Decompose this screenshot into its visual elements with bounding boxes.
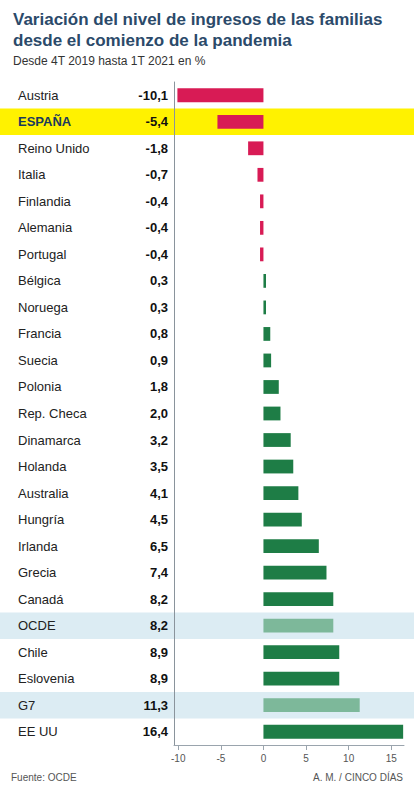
svg-text:Polonia: Polonia: [18, 379, 62, 394]
svg-text:1,8: 1,8: [150, 379, 168, 394]
svg-text:0: 0: [261, 753, 267, 764]
svg-text:Portugal: Portugal: [18, 247, 67, 262]
svg-text:Reino Unido: Reino Unido: [18, 141, 90, 156]
svg-text:7,4: 7,4: [150, 565, 169, 580]
svg-text:OCDE: OCDE: [18, 618, 56, 633]
svg-text:-0,4: -0,4: [146, 247, 169, 262]
svg-text:Alemania: Alemania: [18, 220, 73, 235]
svg-text:Holanda: Holanda: [18, 459, 67, 474]
svg-text:3,5: 3,5: [150, 459, 168, 474]
svg-text:EE UU: EE UU: [18, 724, 58, 739]
svg-text:8,9: 8,9: [150, 671, 168, 686]
svg-text:G7: G7: [18, 698, 35, 713]
svg-text:16,4: 16,4: [143, 724, 169, 739]
svg-text:0,3: 0,3: [150, 273, 168, 288]
svg-text:0,3: 0,3: [150, 300, 168, 315]
svg-text:Finlandia: Finlandia: [18, 194, 72, 209]
svg-text:-0,4: -0,4: [146, 194, 169, 209]
svg-text:Eslovenia: Eslovenia: [18, 671, 75, 686]
svg-text:-10,1: -10,1: [138, 88, 168, 103]
svg-text:3,2: 3,2: [150, 433, 168, 448]
svg-text:Austria: Austria: [18, 88, 59, 103]
svg-text:0,9: 0,9: [150, 353, 168, 368]
svg-text:4,5: 4,5: [150, 512, 168, 527]
svg-text:Fuente: OCDE: Fuente: OCDE: [11, 772, 77, 783]
svg-text:Variación del nivel de ingreso: Variación del nivel de ingresos de las f…: [13, 10, 382, 29]
svg-text:Bélgica: Bélgica: [18, 273, 61, 288]
svg-text:Francia: Francia: [18, 326, 62, 341]
svg-text:8,2: 8,2: [150, 618, 168, 633]
svg-text:Grecia: Grecia: [18, 565, 57, 580]
svg-text:desde el comienzo de la pandem: desde el comienzo de la pandemia: [13, 31, 292, 50]
svg-text:-0,4: -0,4: [146, 220, 169, 235]
svg-text:Rep. Checa: Rep. Checa: [18, 406, 87, 421]
svg-text:ESPAÑA: ESPAÑA: [18, 114, 72, 129]
svg-text:8,2: 8,2: [150, 592, 168, 607]
svg-text:4,1: 4,1: [150, 486, 168, 501]
svg-text:0,8: 0,8: [150, 326, 168, 341]
svg-text:-5,4: -5,4: [146, 114, 169, 129]
svg-text:5: 5: [303, 753, 309, 764]
svg-text:-5: -5: [216, 753, 225, 764]
svg-text:Australia: Australia: [18, 486, 69, 501]
svg-text:2,0: 2,0: [150, 406, 168, 421]
svg-text:Suecia: Suecia: [18, 353, 59, 368]
svg-text:6,5: 6,5: [150, 539, 168, 554]
svg-text:15: 15: [386, 753, 398, 764]
svg-text:Noruega: Noruega: [18, 300, 69, 315]
svg-text:Desde 4T 2019 hasta 1T 2021 en: Desde 4T 2019 hasta 1T 2021 en %: [13, 54, 206, 68]
svg-text:-10: -10: [171, 753, 186, 764]
svg-text:Italia: Italia: [18, 167, 46, 182]
svg-text:Canadá: Canadá: [18, 592, 64, 607]
svg-text:8,9: 8,9: [150, 645, 168, 660]
svg-text:-1,8: -1,8: [146, 141, 168, 156]
svg-text:11,3: 11,3: [143, 698, 168, 713]
svg-text:Dinamarca: Dinamarca: [18, 433, 82, 448]
svg-text:A. M. / CINCO DÍAS: A. M. / CINCO DÍAS: [313, 771, 403, 783]
svg-text:10: 10: [343, 753, 355, 764]
svg-text:Hungría: Hungría: [18, 512, 65, 527]
svg-text:Irlanda: Irlanda: [18, 539, 59, 554]
svg-text:-0,7: -0,7: [146, 167, 168, 182]
svg-text:Chile: Chile: [18, 645, 48, 660]
